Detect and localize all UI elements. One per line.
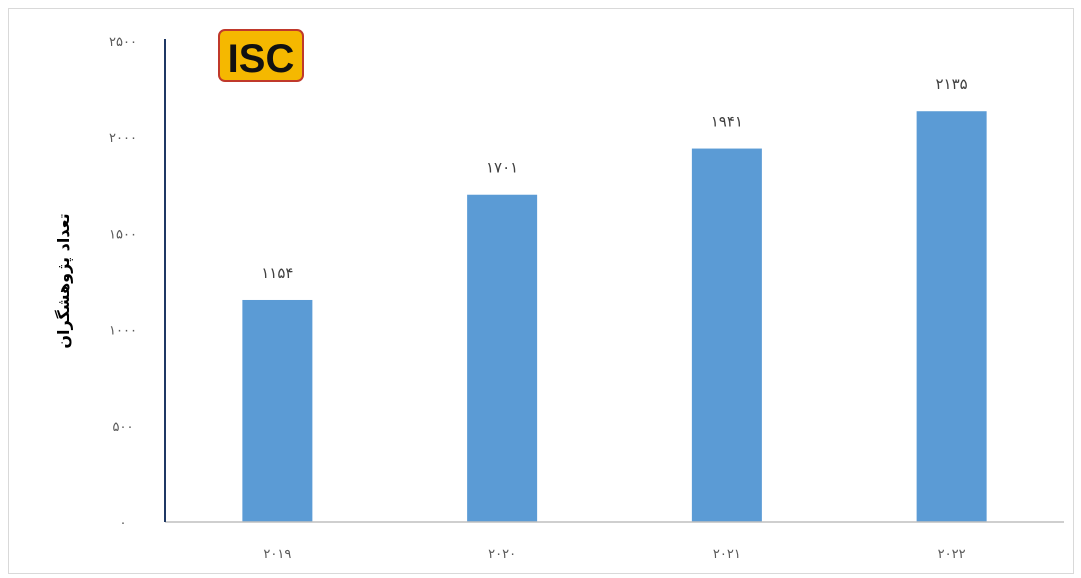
bar-value-label: ۲۱۳۵ xyxy=(936,75,968,93)
y-tick-label: ۲۰۰۰ xyxy=(109,131,137,146)
bar-chart: ISC تعداد پژوهشگران ۰ ۵۰۰ ۱۰۰۰ ۱۵۰۰ ۲۰۰۰ ۲۵۰۰… xyxy=(54,29,1064,562)
x-axis-ticks: ۲۰۱۹ ۲۰۲۰ ۲۰۲۱ ۲۰۲۲ xyxy=(263,547,965,562)
bar-1 xyxy=(242,299,313,522)
isc-logo-text: ISC xyxy=(228,37,295,81)
bar-2 xyxy=(467,194,538,522)
bar-value-labels: ۱۱۵۴ ۱۷۰۱ ۱۹۴۱ ۲۱۳۵ xyxy=(261,75,967,282)
bar-3 xyxy=(691,148,762,522)
y-tick-label: ۵۰۰ xyxy=(113,420,134,435)
x-tick-label: ۲۰۲۲ xyxy=(938,547,966,562)
chart-frame: ISC تعداد پژوهشگران ۰ ۵۰۰ ۱۰۰۰ ۱۵۰۰ ۲۰۰۰ ۲۵۰۰… xyxy=(8,8,1074,574)
y-tick-label: ۲۵۰۰ xyxy=(109,35,137,50)
isc-logo: ISC xyxy=(218,29,304,82)
bar-value-label: ۱۱۵۴ xyxy=(261,264,293,282)
x-tick-label: ۲۰۲۱ xyxy=(713,547,741,562)
x-tick-label: ۲۰۱۹ xyxy=(263,547,291,562)
y-tick-label: ۱۵۰۰ xyxy=(109,227,137,242)
x-tick-label: ۲۰۲۰ xyxy=(488,547,516,562)
y-axis-title: تعداد پژوهشگران xyxy=(54,213,74,348)
y-axis-ticks: ۰ ۵۰۰ ۱۰۰۰ ۱۵۰۰ ۲۰۰۰ ۲۵۰۰ xyxy=(109,35,137,531)
bar-4 xyxy=(916,111,987,522)
bar-value-label: ۱۷۰۱ xyxy=(486,159,518,177)
bar-value-label: ۱۹۴۱ xyxy=(711,113,743,131)
y-tick-label: ۱۰۰۰ xyxy=(109,324,137,339)
y-tick-label: ۰ xyxy=(120,516,127,531)
bars xyxy=(242,111,987,522)
